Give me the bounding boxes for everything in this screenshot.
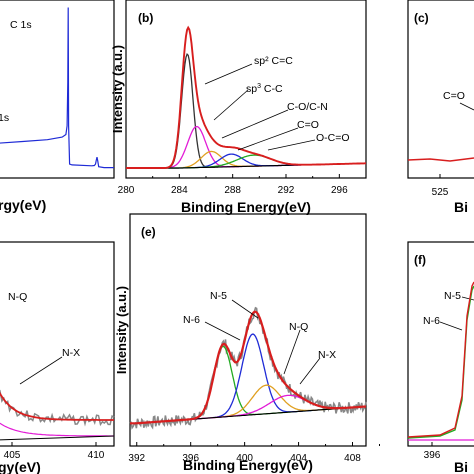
panel-c-arrow — [459, 102, 474, 111]
panel-b-arrow-c=o — [237, 127, 299, 151]
envelope-fit — [126, 25, 366, 169]
panel-e-xlabel: Binding Energy(eV) — [183, 457, 313, 473]
panel-f-annotation-n6: N-6 — [423, 315, 440, 327]
x-tick-label: 392 — [128, 453, 145, 464]
x-tick-label: 284 — [171, 185, 188, 196]
panel-c: (c) C=O 525 Bi — [407, 0, 474, 215]
x-tick-label: 400 — [236, 453, 253, 464]
panel-b-arrow-sp3 — [213, 89, 249, 121]
x-tick-label: 408 — [344, 453, 361, 464]
panel-b: (b) Intensity (a.u.) 280 284 288 292 296 Bin… — [110, 0, 367, 215]
panel-b-annotation-sp2: sp² C=C — [254, 55, 293, 67]
panel-c-annotation-c=o: C=O — [443, 90, 465, 102]
panel-b-arrow-co — [221, 109, 289, 139]
panel-f-label: (f) — [414, 253, 426, 267]
panel-d-tick-label-405: 405 — [4, 450, 21, 461]
panel-d-arrow-nx — [19, 356, 63, 385]
x-tick-label: 292 — [278, 185, 295, 196]
panel-e-arrow-n5 — [231, 299, 259, 319]
x-tick-label: 396 — [182, 453, 199, 464]
panel-a-xlabel: rgy(eV) — [0, 197, 46, 213]
panel-b-annotation-sp3: sp3 C-C — [246, 83, 283, 95]
panel-e-annotation-nx: N-X — [318, 349, 336, 361]
panel-c-xlabel: Bi — [454, 199, 468, 215]
panel-e-ylabel: Intensity (a.u.) — [114, 286, 129, 374]
x-tick-label: 296 — [331, 185, 348, 196]
panel-b-label: (b) — [138, 11, 153, 25]
panel-f-tick-label: 396 — [424, 450, 441, 461]
panel-c-label: (c) — [414, 11, 429, 25]
panel-f-annotation-n5: N-5 — [444, 290, 461, 302]
panel-a-frame — [0, 0, 115, 179]
panel-d-annotation-nx: N-X — [62, 347, 80, 359]
panel-e-annotation-n5: N-5 — [210, 290, 227, 302]
x-tick-label: 404 — [290, 453, 307, 464]
panel-f-series-red — [407, 281, 474, 438]
peak-N-5 — [130, 333, 367, 424]
panel-a-series — [0, 7, 114, 169]
panel-e-arrow-n6 — [204, 321, 241, 341]
panel-c-tick-label: 525 — [432, 187, 449, 198]
panel-f-xlabel: Bi — [454, 459, 468, 474]
panel-b-annotation-c=o: C=O — [297, 119, 319, 131]
panel-f-arrow-n5 — [461, 296, 474, 301]
panel-d-peak-nx — [0, 422, 114, 437]
panel-a: C 1s 1s rgy(eV) — [0, 0, 115, 213]
panel-e-arrow-nx — [299, 357, 321, 385]
panel-b-arrow-sp2 — [204, 63, 253, 85]
panel-d-frame — [0, 241, 115, 447]
panel-a-annotation-1s: 1s — [0, 112, 9, 124]
panel-d-annotation-nq: N-Q — [8, 291, 27, 303]
panel-f-frame — [407, 241, 474, 447]
panel-d-tick-label-410: 410 — [88, 450, 105, 461]
panel-b-frame — [125, 0, 367, 179]
panel-e: (e) Intensity (a.u.) 392 396 400 404 408 Bin… — [114, 213, 380, 473]
panel-c-frame — [407, 0, 474, 179]
panel-d-xlabel: gy(eV) — [0, 459, 41, 474]
panel-b-arrow-oco — [267, 139, 316, 151]
peak-C-O-C-N — [126, 150, 366, 169]
panel-d-background — [0, 435, 115, 441]
panel-e-arrow-nq — [283, 329, 301, 375]
x-tick-label: 280 — [118, 185, 135, 196]
panel-d-envelope — [0, 391, 114, 421]
panel-e-label: (e) — [141, 225, 156, 239]
panel-b-annotation-co: C-O/C-N — [287, 101, 328, 113]
panel-b-xlabel: Binding Energy(eV) — [181, 199, 311, 215]
panel-e-annotation-nq: N-Q — [289, 321, 308, 333]
envelope-fit — [130, 310, 367, 425]
panel-f: (f) N-5 N-6 396 Bi — [407, 241, 474, 474]
panel-e-frame — [129, 213, 367, 447]
x-tick-label: 288 — [224, 185, 241, 196]
panel-d: N-Q N-X 405 410 gy(eV) — [0, 241, 115, 474]
panel-e-annotation-n6: N-6 — [183, 314, 200, 326]
panel-f-arrow-n6 — [439, 321, 463, 331]
panel-b-ylabel: Intensity (a.u.) — [110, 45, 125, 133]
panel-b-annotation-oco: O-C=O — [316, 132, 350, 144]
panel-a-annotation-c1s: C 1s — [10, 19, 32, 31]
panel-c-series — [407, 157, 474, 162]
